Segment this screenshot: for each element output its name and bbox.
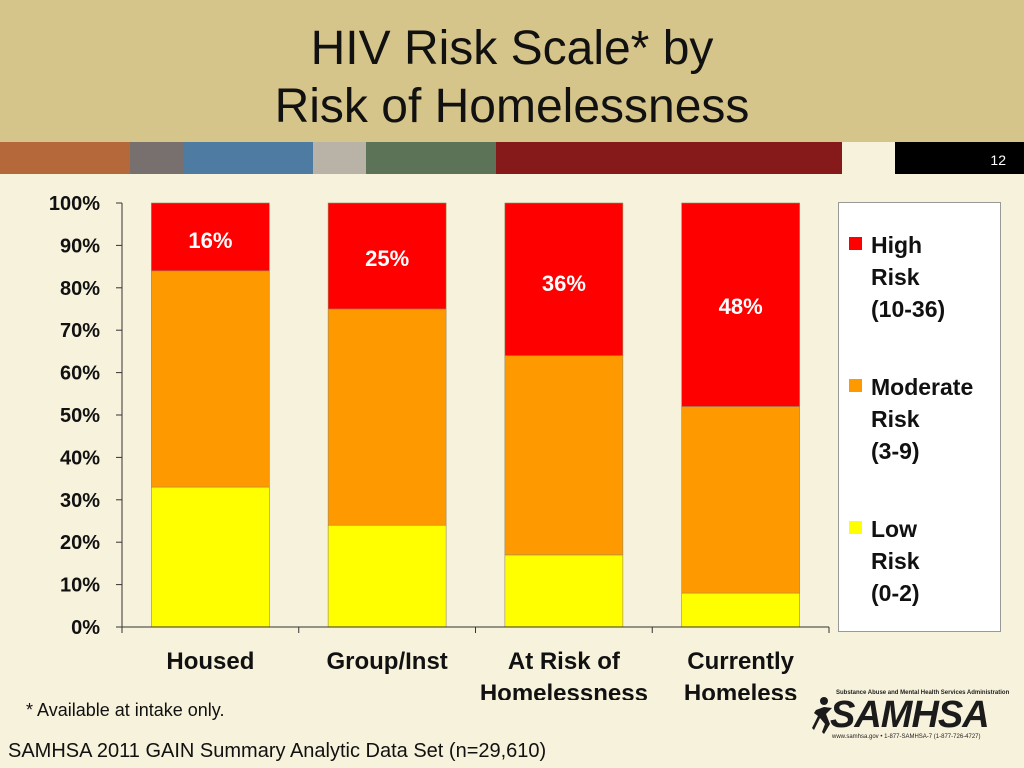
slide-number: 12	[895, 142, 1024, 174]
y-tick-label: 100%	[49, 193, 100, 215]
y-tick-label: 30%	[60, 490, 100, 512]
bar-segment	[151, 486, 270, 628]
x-category-label: Group/Inst	[326, 648, 447, 675]
stripe-segment	[0, 142, 130, 174]
x-category-label: Housed	[166, 648, 254, 675]
y-tick-label: 70%	[60, 320, 100, 342]
bar-segment	[681, 406, 800, 594]
bar-segment	[504, 202, 624, 356]
stripe-segment	[184, 142, 313, 174]
source-citation: SAMHSA 2011 GAIN Summary Analytic Data S…	[8, 740, 547, 762]
legend-label: Low Risk (0-2)	[871, 516, 920, 606]
footnote: * Available at intake only.	[26, 700, 225, 720]
title-band	[0, 0, 1024, 142]
bar-segment	[151, 270, 270, 488]
y-tick-label: 50%	[60, 405, 100, 427]
y-tick-label: 40%	[60, 447, 100, 469]
data-label: 36%	[542, 271, 586, 296]
logo-contact: www.samhsa.gov • 1-877-SAMHSA-7 (1-877-7…	[832, 734, 981, 740]
bar-segment	[151, 202, 270, 272]
running-figure-icon	[812, 697, 832, 734]
data-label: 16%	[188, 228, 232, 253]
bar-segment	[327, 308, 447, 526]
legend-swatch	[849, 379, 862, 392]
y-tick-label: 10%	[60, 575, 100, 597]
y-tick-label: 60%	[60, 363, 100, 385]
slide-title: HIV Risk Scale* by Risk of Homelessness	[0, 20, 1024, 136]
legend-swatch	[849, 237, 862, 250]
stripe-segment	[366, 142, 496, 174]
x-category-label: At Risk of	[508, 648, 621, 675]
x-category-label: Homeless	[684, 680, 797, 700]
y-tick-label: 90%	[60, 235, 100, 257]
bar-segment	[681, 592, 800, 628]
x-category-label: Currently	[687, 648, 794, 675]
x-category-label: Homelessness	[480, 680, 648, 700]
slide-title-line-2: Risk of Homelessness	[274, 80, 750, 133]
bar-segment	[504, 355, 624, 556]
stripe-segment	[496, 142, 842, 174]
y-tick-label: 20%	[60, 532, 100, 554]
legend-label: Moderate Risk (3-9)	[871, 374, 974, 464]
stripe-segment	[842, 142, 895, 174]
y-tick-label: 0%	[71, 617, 100, 639]
legend-swatch	[849, 521, 862, 534]
samhsa-logo: Substance Abuse and Mental Health Servic…	[812, 690, 1009, 746]
stripe-segment	[313, 142, 366, 174]
bar-segment	[327, 524, 447, 628]
logo-agency-name: Substance Abuse and Mental Health Servic…	[836, 690, 1010, 696]
stacked-bar-chart: 16% 25% 36% 48% 0% 10% 20% 30% 40% 50% 60% 70% 80% 90…	[49, 193, 830, 700]
stripe-segment	[130, 142, 184, 174]
data-label: 48%	[719, 294, 763, 319]
bar-segment	[504, 554, 624, 628]
bar-segment	[681, 202, 800, 407]
bar-segment	[327, 202, 447, 310]
slide-title-line-1: HIV Risk Scale* by	[310, 22, 714, 75]
y-tick-label: 80%	[60, 278, 100, 300]
logo-wordmark: SAMHSA	[830, 694, 990, 736]
legend-label: High Risk (10-36)	[871, 232, 946, 322]
chart-legend: High Risk (10-36) Moderate Risk (3-9) Low …	[838, 202, 1001, 632]
data-label: 25%	[365, 246, 409, 271]
